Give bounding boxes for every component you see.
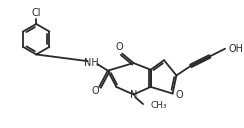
Text: N: N (130, 89, 137, 99)
Text: O: O (175, 90, 183, 100)
Text: O: O (92, 86, 99, 96)
Text: NH: NH (84, 58, 99, 68)
Text: CH₃: CH₃ (151, 102, 167, 110)
Text: OH: OH (229, 44, 244, 54)
Text: O: O (115, 42, 123, 52)
Text: Cl: Cl (31, 8, 41, 18)
